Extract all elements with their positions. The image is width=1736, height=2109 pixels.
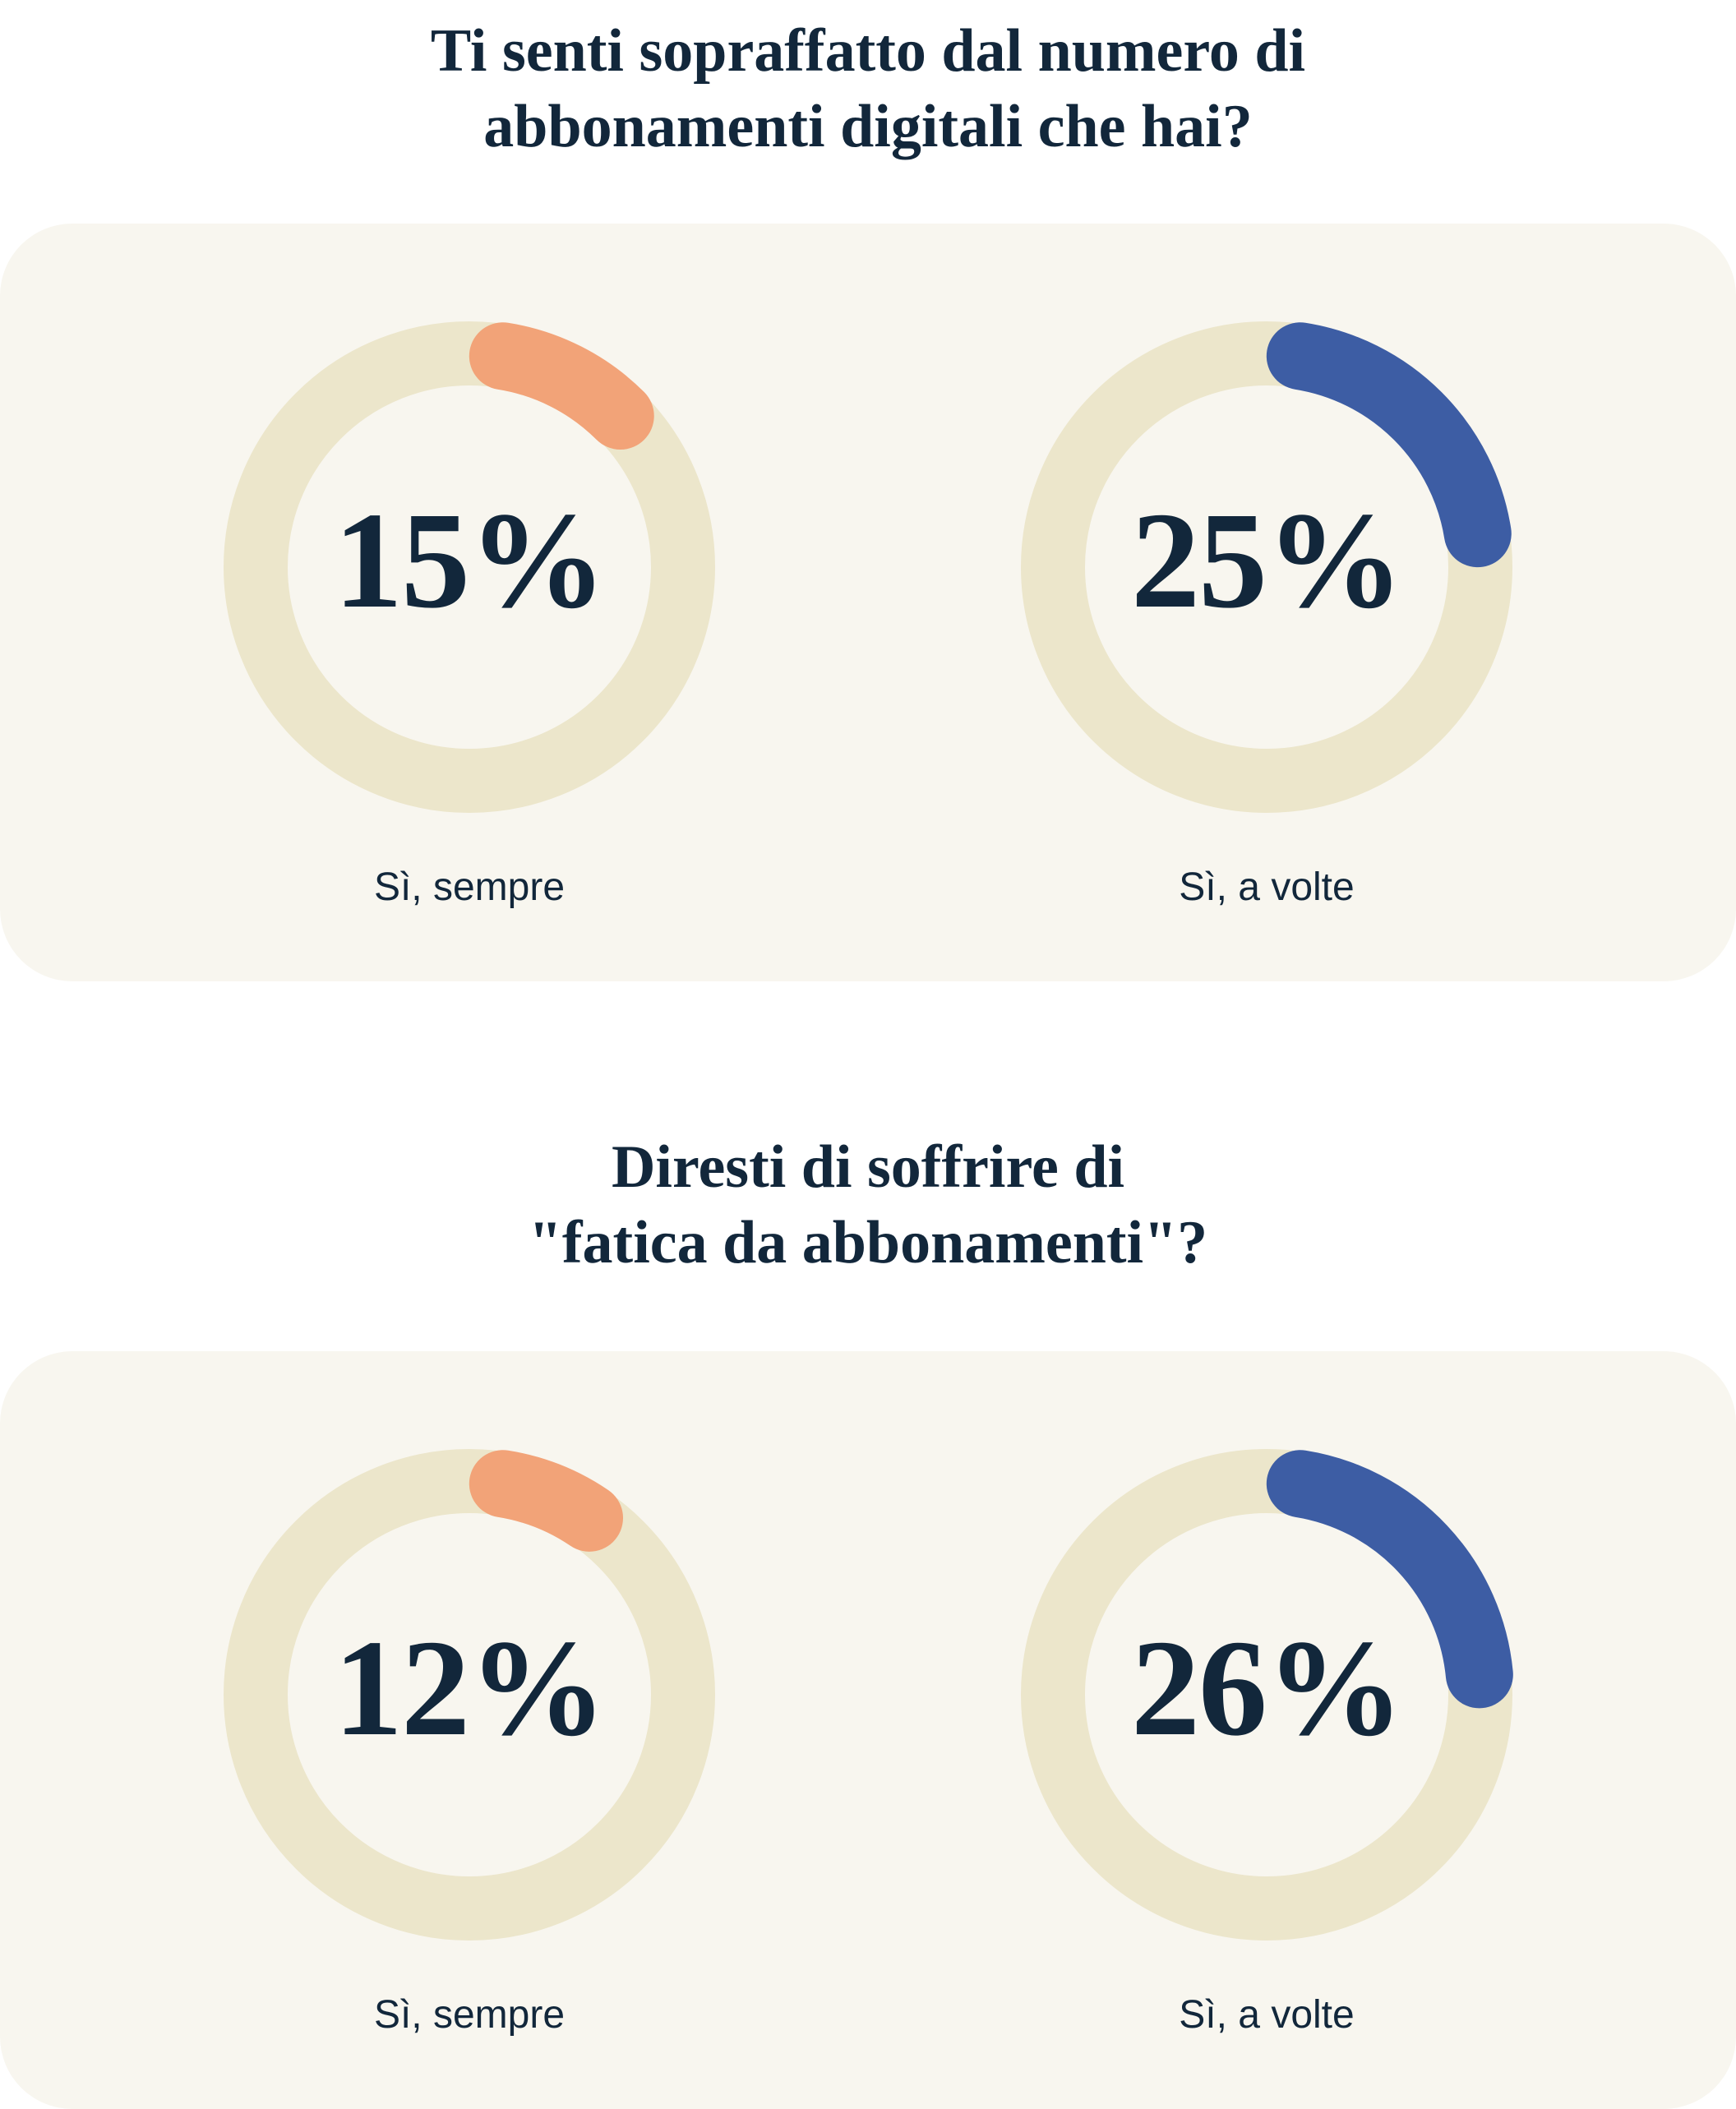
donut-chart-si-a-volte: 25% Sì, a volte xyxy=(1020,321,1513,911)
donut-arc xyxy=(1266,322,1512,568)
title-line: abbonamenti digitali che hai? xyxy=(483,93,1253,160)
donut-chart-si-sempre: 12% Sì, sempre xyxy=(223,1448,716,2038)
donut-ring xyxy=(1021,321,1512,813)
title-line: "fatica da abbonamenti"? xyxy=(528,1209,1208,1276)
donut-value: 25% xyxy=(1131,483,1404,637)
donut-arc xyxy=(469,1450,624,1552)
donut-chart-si-a-volte: 26% Sì, a volte xyxy=(1020,1448,1513,2038)
donut-label: Sì, a volte xyxy=(1179,1993,1355,2037)
donut-value: 26% xyxy=(1131,1611,1404,1765)
donut-label: Sì, sempre xyxy=(373,865,566,909)
section-subscription-fatigue-question: Diresti di soffrire di "fatica da abbona… xyxy=(0,1129,1736,2109)
donut-gauge: 26% xyxy=(1020,1448,1513,1941)
donut-gauge: 12% xyxy=(223,1448,716,1941)
donut-arc xyxy=(469,322,654,450)
donut-ring xyxy=(224,321,715,813)
chart-card: 15% Sì, sempre 25% Sì, a volte xyxy=(0,224,1736,981)
title-line: Diresti di soffrire di xyxy=(611,1133,1125,1201)
donut-ring xyxy=(1021,1449,1513,1941)
donut-label: Sì, sempre xyxy=(373,1993,566,2037)
section-title: Diresti di soffrire di "fatica da abbona… xyxy=(0,1129,1736,1281)
donut-arc xyxy=(1266,1450,1513,1709)
donut-chart-si-sempre: 15% Sì, sempre xyxy=(223,321,716,911)
donut-value: 15% xyxy=(334,483,607,637)
donut-ring xyxy=(224,1449,715,1941)
donut-gauge: 15% xyxy=(223,321,716,814)
chart-card: 12% Sì, sempre 26% Sì, a volte xyxy=(0,1351,1736,2109)
donut-label: Sì, a volte xyxy=(1179,865,1355,909)
section-overwhelmed-question: Ti senti sopraffatto dal numero di abbon… xyxy=(0,0,1736,981)
section-title: Ti senti sopraffatto dal numero di abbon… xyxy=(0,0,1736,164)
title-line: Ti senti sopraffatto dal numero di xyxy=(430,17,1306,85)
donut-gauge: 25% xyxy=(1020,321,1513,814)
donut-value: 12% xyxy=(334,1611,607,1765)
